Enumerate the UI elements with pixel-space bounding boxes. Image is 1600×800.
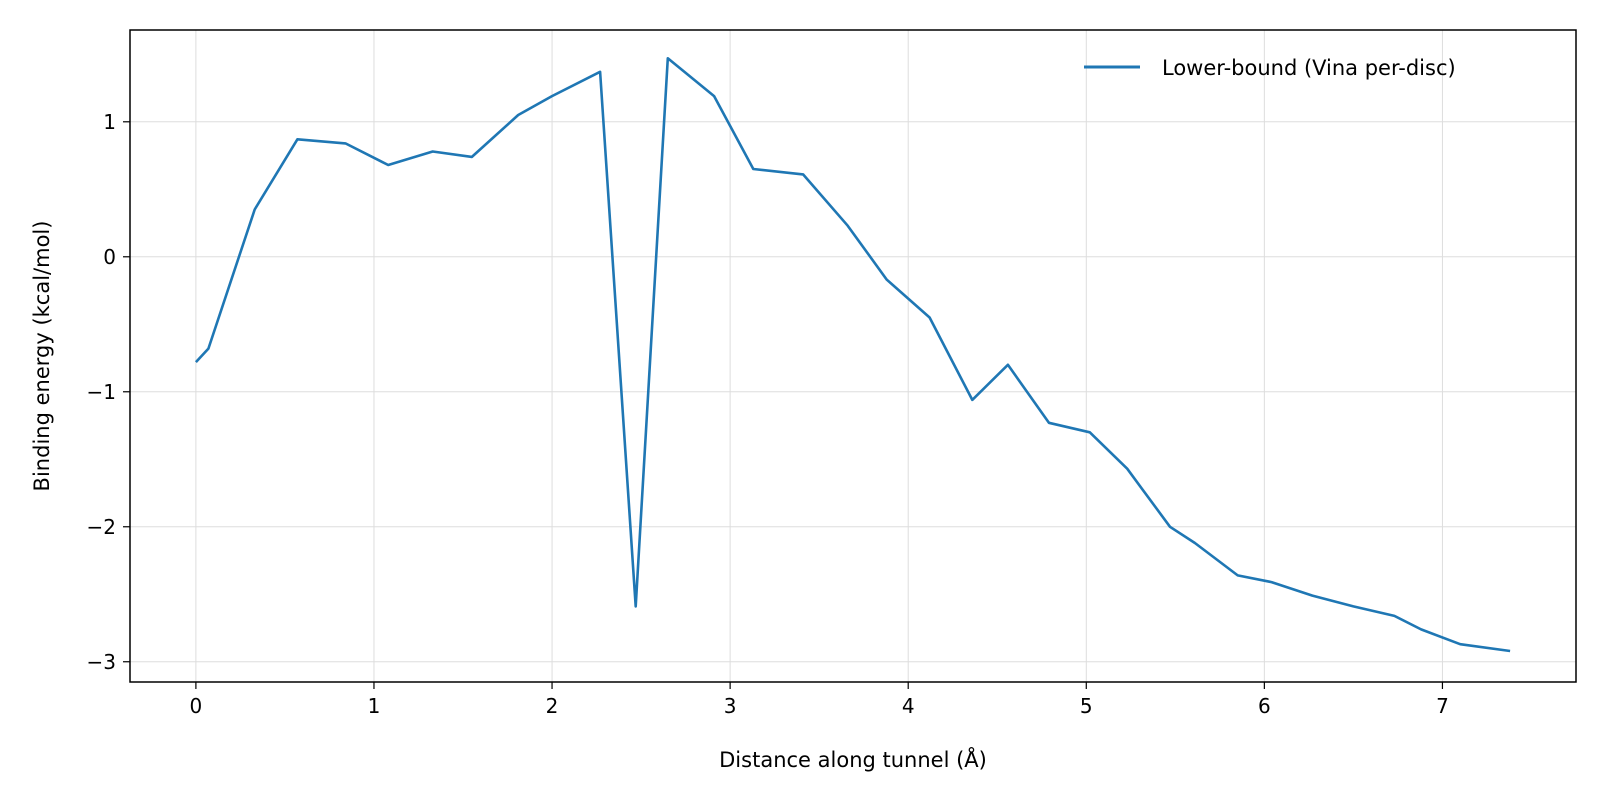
y-tick-label: −1: [87, 380, 116, 404]
x-tick-label: 5: [1080, 694, 1093, 718]
y-tick-label: 1: [103, 110, 116, 134]
x-axis-label: Distance along tunnel (Å): [719, 746, 987, 772]
x-tick-label: 3: [724, 694, 737, 718]
x-tick-label: 0: [190, 694, 203, 718]
legend-label: Lower-bound (Vina per-disc): [1162, 56, 1456, 80]
x-axis-ticks: 0 1 2 3 4 5 6 7: [190, 682, 1449, 718]
y-tick-label: 0: [103, 245, 116, 269]
legend: Lower-bound (Vina per-disc): [1084, 56, 1456, 80]
x-tick-label: 4: [902, 694, 915, 718]
x-tick-label: 6: [1258, 694, 1271, 718]
y-tick-label: −3: [87, 650, 116, 674]
y-axis-label: Binding energy (kcal/mol): [30, 221, 54, 492]
grid-lines: [130, 30, 1576, 682]
y-axis-ticks: −3 −2 −1 0 1: [87, 110, 130, 674]
plot-frame: [129, 29, 1577, 683]
series-line: [194, 56, 1511, 653]
x-tick-label: 1: [368, 694, 381, 718]
y-tick-label: −2: [87, 515, 116, 539]
series-layer: [194, 56, 1511, 653]
x-tick-label: 2: [546, 694, 559, 718]
x-tick-label: 7: [1436, 694, 1449, 718]
